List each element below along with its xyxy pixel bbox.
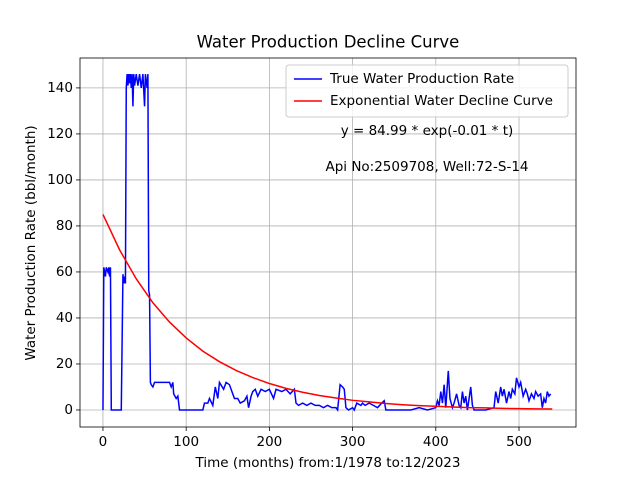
x-axis-label: Time (months) from:1/1978 to:12/2023 xyxy=(195,455,461,471)
y-tick-label: 120 xyxy=(47,126,73,142)
y-tick-label: 140 xyxy=(47,80,73,96)
x-tick-label: 400 xyxy=(423,434,449,450)
x-tick-label: 0 xyxy=(99,434,108,450)
y-tick-label: 20 xyxy=(56,356,73,372)
legend-box xyxy=(285,64,569,118)
plot-frame xyxy=(79,57,577,428)
x-tick-label: 500 xyxy=(506,434,532,450)
legend-label: Exponential Water Decline Curve xyxy=(330,93,553,109)
y-tick-label: 0 xyxy=(64,402,73,418)
x-tick-label: 100 xyxy=(173,434,199,450)
annotation: y = 84.99 * exp(-0.01 * t) xyxy=(341,123,514,139)
annotation: Api No:2509708, Well:72-S-14 xyxy=(325,159,528,175)
y-tick-label: 60 xyxy=(56,264,73,280)
x-tick-label: 300 xyxy=(340,434,366,450)
legend-label: True Water Production Rate xyxy=(329,71,514,87)
chart-title: Water Production Decline Curve xyxy=(197,33,460,52)
y-tick-label: 100 xyxy=(47,172,73,188)
x-tick-label: 200 xyxy=(256,434,282,450)
y-tick-label: 40 xyxy=(56,310,73,326)
y-tick-label: 80 xyxy=(56,218,73,234)
y-axis-label: Water Production Rate (bbl/month) xyxy=(23,125,39,360)
data-line xyxy=(102,214,553,410)
